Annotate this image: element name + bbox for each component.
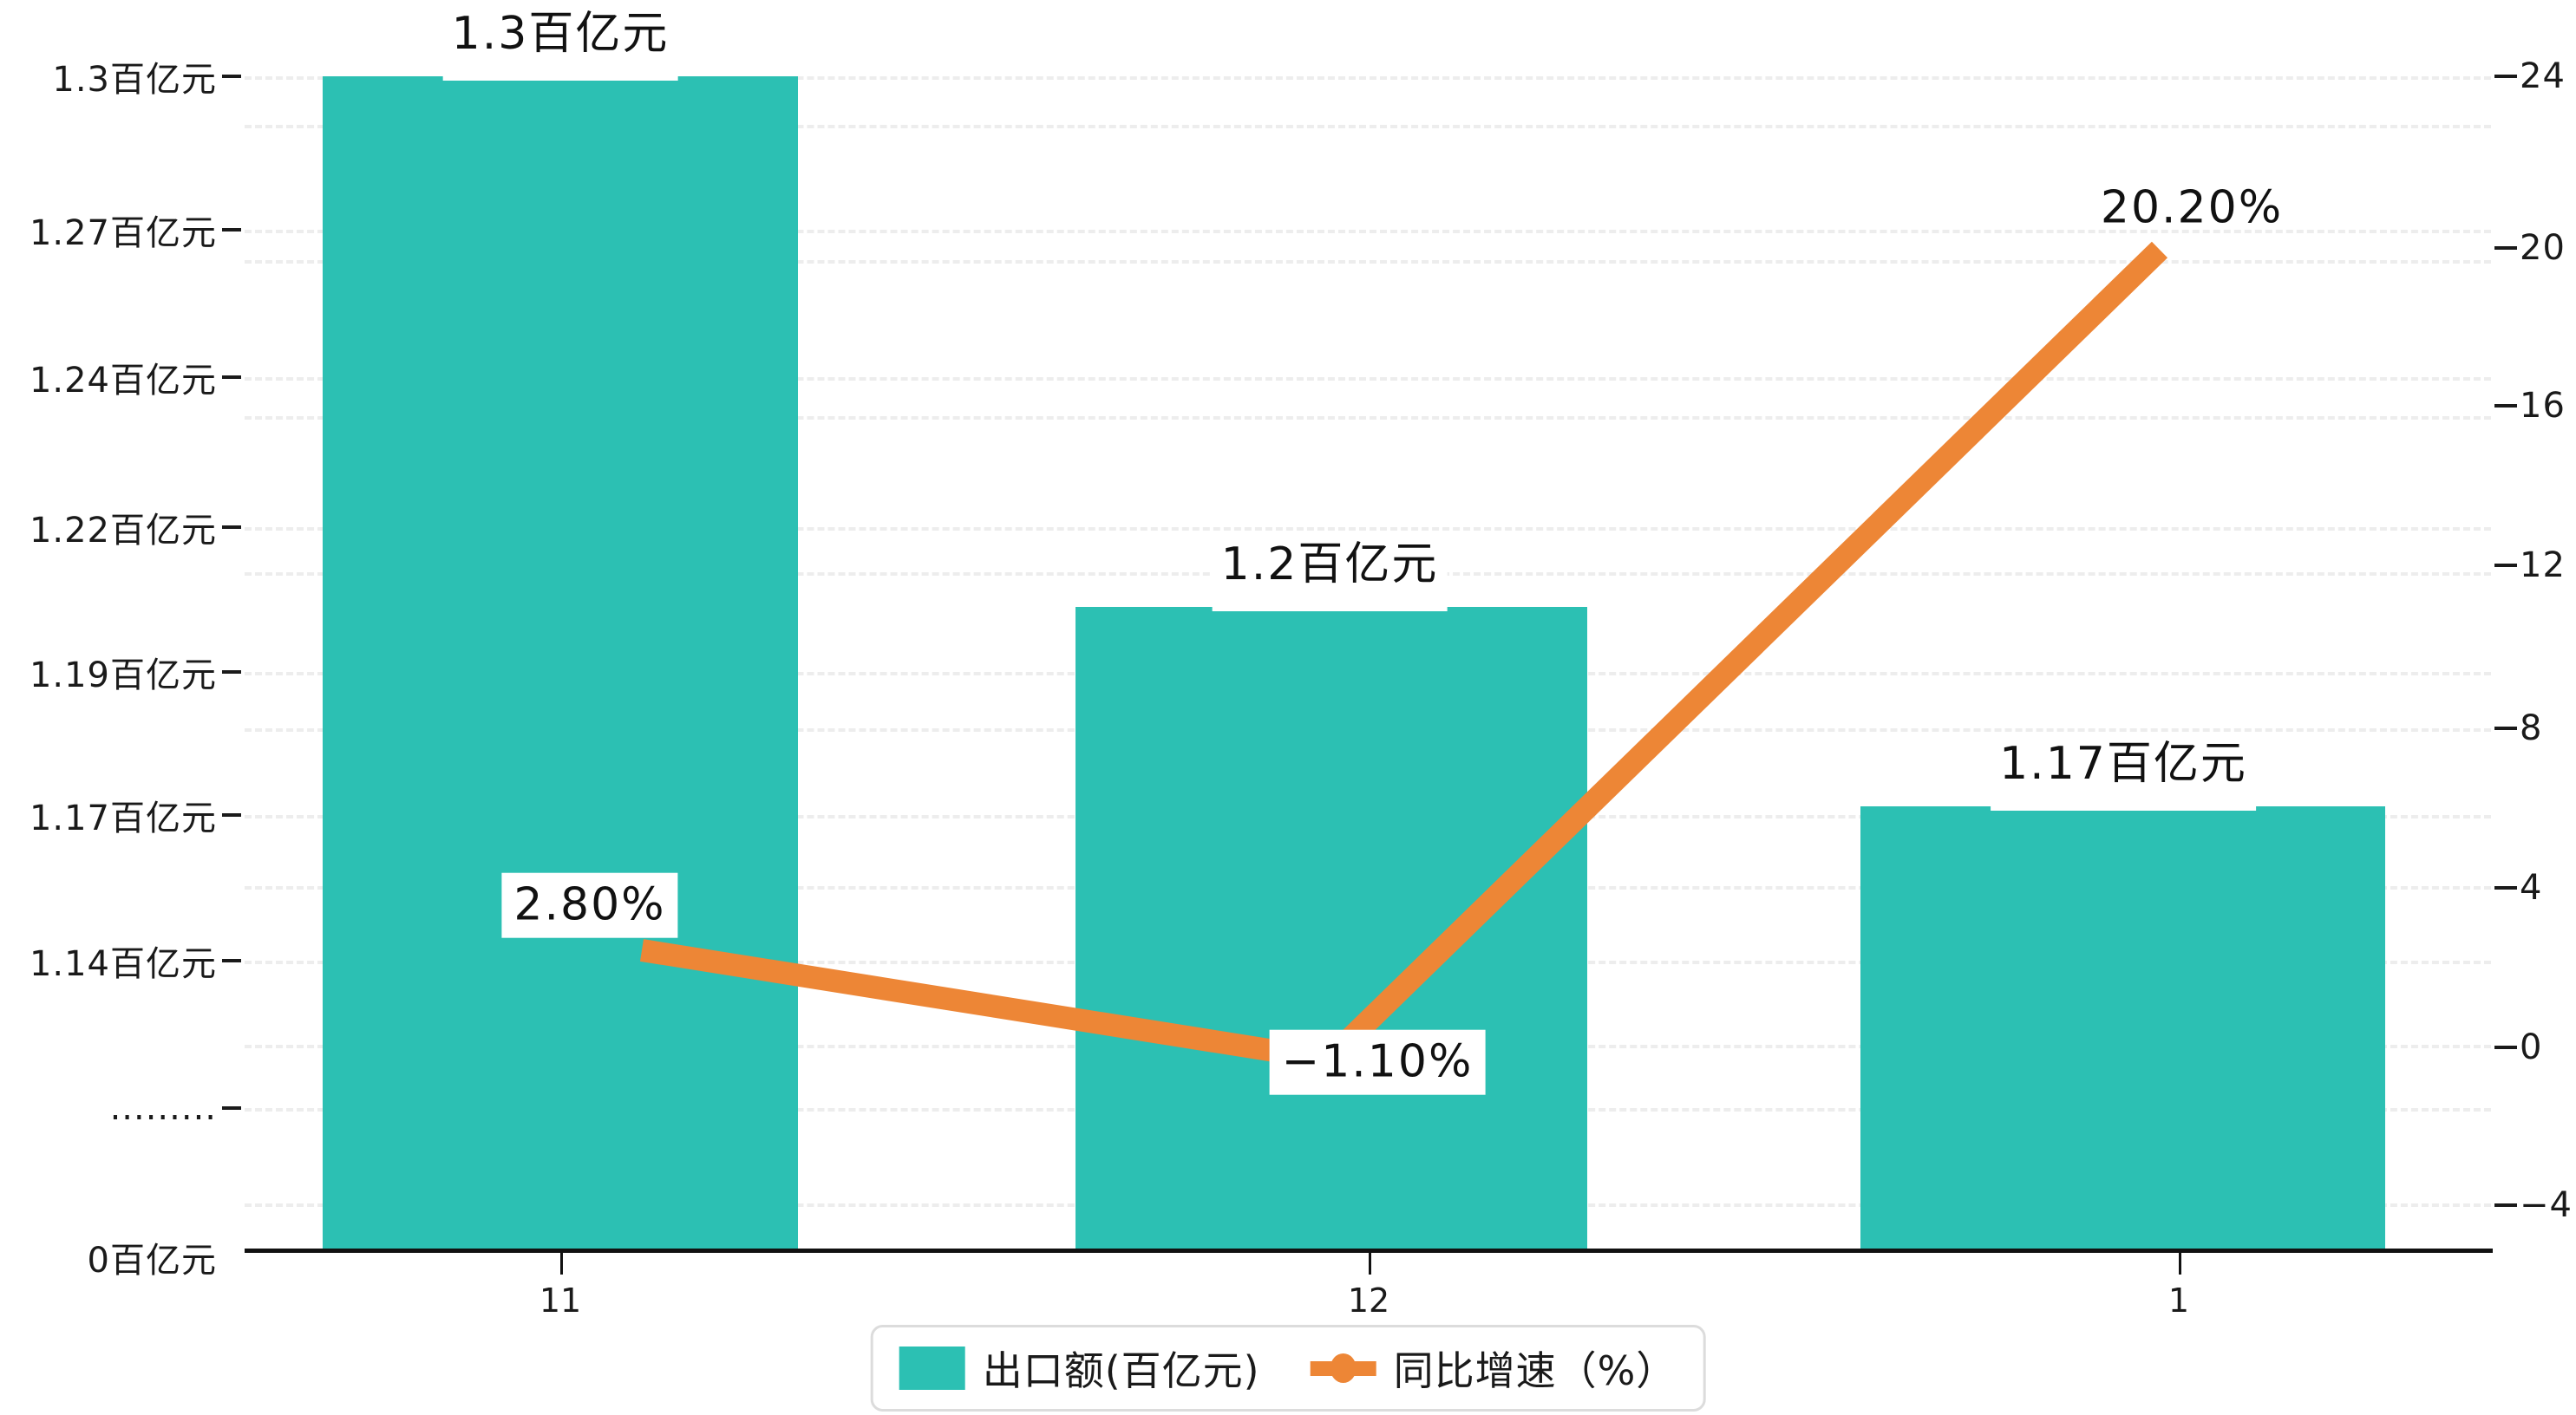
left-axis-tickmark [222, 375, 241, 379]
left-axis-tickmark [222, 959, 241, 962]
left-axis-tickmark [222, 813, 241, 817]
left-axis-tickmark [222, 1106, 241, 1110]
bar-12[interactable] [1076, 607, 1587, 1250]
right-axis-tickmark [2494, 886, 2517, 890]
gridline [245, 377, 2491, 381]
left-axis-tickmark [222, 525, 241, 529]
right-axis-tickmark [2494, 1046, 2517, 1049]
line-value-label-12: −1.10% [1269, 1029, 1486, 1095]
x-axis-tickmark [2179, 1252, 2181, 1275]
gridline [245, 416, 2491, 420]
left-axis-tick-label-dotted: ......... [109, 1088, 217, 1128]
left-axis-tick-label: 1.19百亿元 [29, 655, 217, 695]
right-axis: 24 20 16 12 8 4 0 −4 [2520, 0, 2576, 1415]
right-axis-tickmark [2494, 404, 2517, 408]
left-axis-tickmark [222, 75, 241, 78]
legend-label-line: 同比增速（%） [1393, 1347, 1677, 1394]
line-value-label-11: 2.80% [501, 872, 678, 938]
legend-line-swatch-icon [1310, 1347, 1376, 1390]
gridline [245, 230, 2491, 233]
left-axis-tickmark [222, 670, 241, 674]
legend: 出口额(百亿元) 同比增速（%） [870, 1325, 1706, 1412]
bar-1[interactable] [1860, 806, 2385, 1250]
gridline [245, 125, 2491, 128]
right-axis-tick-label: 12 [2520, 545, 2566, 585]
left-axis-tick-label: 1.27百亿元 [29, 213, 217, 253]
right-axis-tick-label: 16 [2520, 386, 2566, 426]
right-axis-tickmark [2494, 564, 2517, 567]
right-axis-tick-label: 4 [2520, 868, 2543, 908]
line-value-label-1: 20.20% [2100, 181, 2284, 234]
legend-label-bar: 出口额(百亿元) [982, 1347, 1260, 1394]
left-axis-tick-label: 1.22百亿元 [29, 511, 217, 551]
right-axis-tickmark [2494, 727, 2517, 730]
legend-item-line[interactable]: 同比增速（%） [1310, 1340, 1677, 1397]
legend-line-marker-icon [1330, 1353, 1357, 1383]
x-axis-line [245, 1249, 2493, 1253]
left-axis-tick-label-zero: 0百亿元 [87, 1241, 217, 1281]
legend-bar-swatch-icon [899, 1347, 965, 1390]
bar-11[interactable] [323, 76, 798, 1250]
right-axis-tick-label: 0 [2520, 1027, 2543, 1067]
line-series-path [639, 241, 2168, 1072]
left-axis-tick-label: 1.24百亿元 [29, 361, 217, 401]
bar-value-label-11: 1.3百亿元 [442, 7, 678, 81]
left-axis: 1.3百亿元 1.27百亿元 1.24百亿元 1.22百亿元 1.19百亿元 1… [0, 0, 217, 1415]
bar-value-label-12: 1.2百亿元 [1212, 538, 1448, 611]
left-axis-tick-label: 1.17百亿元 [29, 799, 217, 838]
right-axis-tickmark [2494, 1203, 2517, 1207]
right-axis-tick-label: 20 [2520, 228, 2566, 268]
x-axis-tickmark [1369, 1252, 1371, 1275]
gridline [245, 260, 2491, 264]
x-axis-tickmark [560, 1252, 563, 1275]
x-axis-tick-label-1: 1 [2167, 1281, 2190, 1320]
right-axis-tickmark [2494, 75, 2517, 78]
gridline [245, 527, 2491, 531]
left-axis-tick-label: 1.14百亿元 [29, 944, 217, 984]
gridline [245, 76, 2491, 80]
right-axis-tickmark [2494, 246, 2517, 250]
bar-value-label-1: 1.17百亿元 [1991, 737, 2256, 811]
right-axis-tick-label: 24 [2520, 56, 2566, 96]
legend-item-bar[interactable]: 出口额(百亿元) [899, 1340, 1260, 1397]
x-axis-tick-label-11: 11 [539, 1281, 582, 1320]
left-axis-tick-label: 1.3百亿元 [52, 60, 217, 100]
left-axis-tickmark [222, 228, 241, 231]
right-axis-tick-label: −4 [2520, 1185, 2573, 1225]
right-axis-tick-label: 8 [2520, 708, 2543, 748]
x-axis-tick-label-12: 12 [1347, 1281, 1390, 1320]
